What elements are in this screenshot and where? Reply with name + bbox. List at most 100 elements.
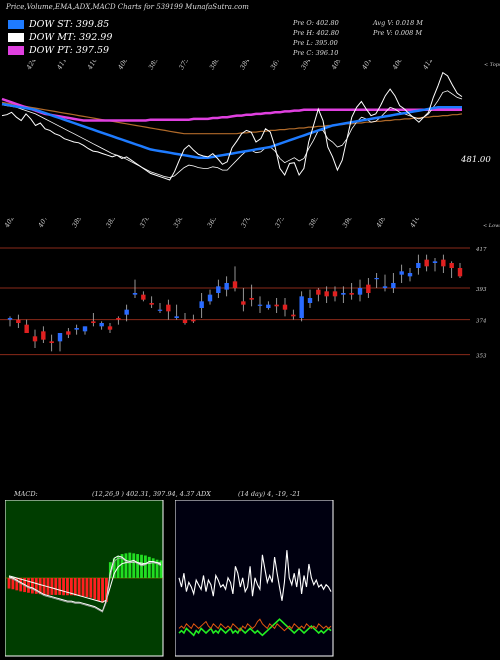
candle-y-tick: 353 (476, 354, 487, 360)
candle-body (7, 318, 13, 320)
candle-top-label: 375 (273, 218, 286, 229)
candle-top-label: 410 (408, 218, 422, 230)
candle-body (349, 293, 354, 295)
ema-top-label: 401 (360, 60, 374, 72)
candle-body (82, 326, 88, 332)
candle-body (174, 316, 179, 318)
macd-histogram-bar (105, 578, 108, 602)
candle-y-tick: 417 (475, 247, 487, 253)
legend-swatch-magenta (8, 46, 24, 55)
candle-top-label: 409 (374, 218, 388, 230)
candle-body (49, 341, 54, 343)
macd-histogram-bar (66, 578, 69, 596)
macd-histogram-bar (108, 562, 112, 578)
candle-body (316, 289, 321, 295)
adx-values: (14 day) 4, -19, -21 (238, 490, 301, 498)
ema-top-label: 384 (238, 60, 251, 71)
legend-label-dow-st: DOW ST: 399.85 (29, 19, 110, 30)
candle-body (299, 296, 304, 318)
candle-body (416, 263, 421, 268)
ema-top-label: 424 (24, 60, 38, 72)
legend-label-dow-mt: DOW MT: 392.99 (29, 32, 113, 43)
candle-body (166, 304, 171, 312)
macd-histogram-bar (140, 554, 143, 578)
macd-histogram-bar (7, 578, 11, 589)
ema-line-mid (1, 90, 463, 178)
macd-histogram-bar (159, 560, 163, 578)
ema-top-label: 406 (390, 60, 404, 72)
chart-title: Price,Volume,EMA,ADX,MACD Charts for 539… (6, 3, 249, 11)
macd-line (8, 555, 162, 612)
candle-body (324, 291, 329, 297)
candle-top-label: 370 (239, 218, 252, 229)
macd-histogram-bar (112, 558, 116, 578)
macd-histogram-bar (89, 578, 93, 598)
macd-histogram-bar (30, 578, 34, 594)
macd-histogram-bar (93, 578, 97, 600)
legend-dow-pt: DOW PT: 397.59 (8, 45, 109, 56)
candle-body (374, 278, 379, 280)
legend-label-dow-pt: DOW PT: 397.59 (29, 45, 110, 56)
candle-body (149, 303, 154, 305)
legend-swatch-blue (8, 20, 24, 29)
macd-histogram-bar (19, 578, 23, 592)
ema-top-label: 388 (208, 60, 221, 71)
legend-dow-st: DOW ST: 399.85 (8, 19, 109, 30)
candle-body (124, 309, 129, 315)
candle-body (449, 263, 454, 268)
ema-price-line (1, 71, 463, 181)
ema-top-label: 412 (421, 60, 435, 72)
macd-histogram-bar (124, 553, 128, 578)
candle-corner-label: < Lows (483, 223, 500, 229)
macd-histogram-bar (85, 578, 89, 598)
candle-body (291, 314, 296, 317)
candle-body (424, 259, 429, 267)
candle-body (382, 286, 388, 288)
ema-price-label: 481.00 (460, 155, 491, 165)
candle-body (191, 319, 196, 322)
candle-body (216, 286, 221, 293)
candle-body (157, 309, 163, 311)
macd-histogram-bar (27, 578, 30, 593)
candle-body (207, 294, 213, 302)
macd-values: (12,26,9 ) 402.31, 397.94, 4.37 ADX (92, 490, 211, 498)
candle-body (249, 298, 254, 300)
candle-body (441, 259, 446, 267)
candle-body (257, 304, 263, 306)
ema-line-orange (1, 101, 463, 135)
candle-body (232, 281, 238, 288)
macd-histogram-bar (69, 578, 73, 596)
macd-histogram-bar (128, 552, 132, 578)
candle-body (74, 328, 79, 330)
candle-body (366, 284, 371, 293)
ema-top-label: 375 (177, 60, 190, 71)
ema-corner-label: < Tops (484, 62, 500, 68)
macd-values-text: (12,26,9 ) 402.31, 397.94, 4.37 (92, 490, 195, 498)
prev-volume: Pre V: 0.008 M (373, 29, 423, 37)
candle-body (16, 319, 21, 323)
ema-top-label: 385 (147, 60, 160, 71)
legend-dow-mt: DOW MT: 392.99 (8, 32, 112, 43)
macd-chart (5, 500, 164, 657)
legend-swatch-white (8, 33, 24, 42)
ema-top-label: 367 (269, 60, 283, 71)
candle-body (241, 301, 246, 305)
macd-histogram-bar (144, 555, 147, 578)
candle-body (99, 323, 104, 327)
candle-top-label: 402 (2, 218, 16, 230)
macd-histogram-bar (34, 578, 38, 594)
ema-top-label: 409 (329, 60, 343, 72)
adx-chart (175, 500, 334, 657)
macd-histogram-bar (155, 559, 159, 578)
candle-body (274, 304, 279, 307)
candle-body (399, 271, 404, 275)
macd-histogram-bar (136, 554, 140, 578)
candle-body (307, 298, 313, 303)
candle-top-label: 398 (341, 218, 354, 229)
macd-histogram-bar (81, 578, 85, 597)
macd-histogram-bar (132, 553, 136, 578)
candle-body (357, 288, 363, 295)
macd-extra-line (8, 557, 162, 613)
candle-body (141, 294, 146, 300)
candle-body (224, 283, 229, 290)
